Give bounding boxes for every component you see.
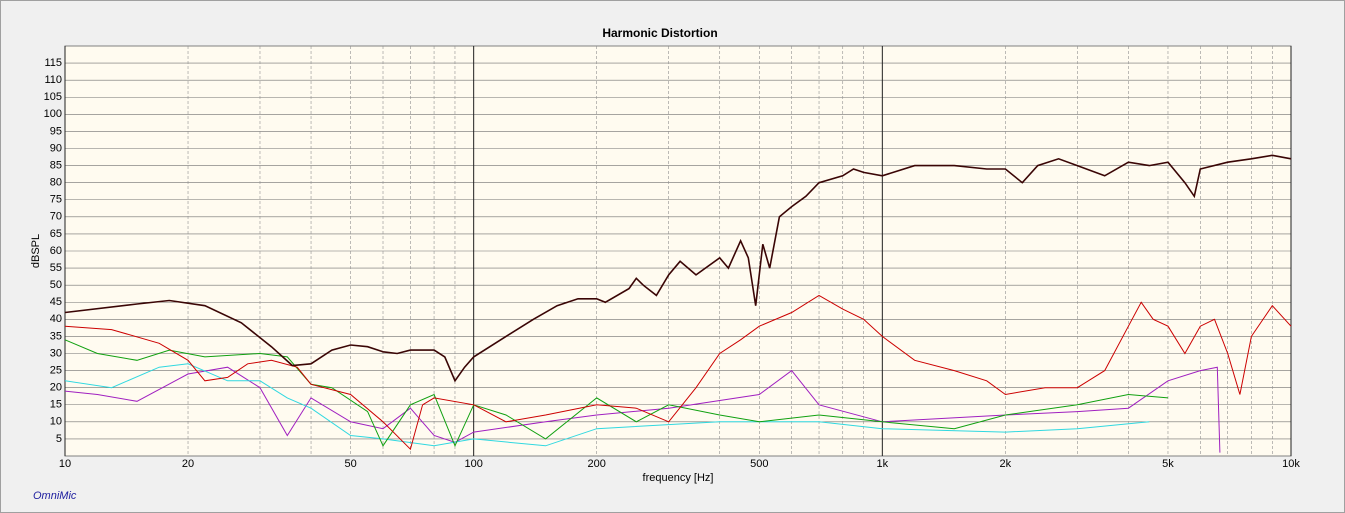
y-tick-label: 45 (50, 296, 62, 308)
y-tick-label: 105 (44, 91, 62, 103)
y-tick-label: 60 (50, 245, 62, 257)
grid (64, 46, 1292, 456)
x-tick-label: 5k (1162, 458, 1174, 470)
y-tick-label: 115 (44, 57, 62, 69)
y-tick-label: 110 (44, 74, 62, 86)
lines (64, 154, 1292, 453)
x-axis-label: frequency [Hz] (643, 472, 714, 484)
y-tick-label: 95 (50, 125, 62, 137)
y-tick-label: 70 (50, 211, 62, 223)
x-tick-label: 100 (464, 458, 482, 470)
y-tick-label: 85 (50, 159, 62, 171)
y-tick-label: 50 (50, 279, 62, 291)
x-tick-label: 50 (345, 458, 357, 470)
series-line (64, 363, 1150, 447)
y-tick-label: 30 (50, 347, 62, 359)
y-tick-label: 35 (50, 330, 62, 342)
x-tick-label: 10k (1282, 458, 1300, 470)
y-axis-label: dBSPL (30, 234, 42, 268)
x-tick-label: 2k (1000, 458, 1012, 470)
x-tick-label: 500 (750, 458, 768, 470)
y-tick-label: 80 (50, 177, 62, 189)
y-tick-label: 25 (50, 364, 62, 376)
y-tick-label: 40 (50, 313, 62, 325)
y-tick-label: 65 (50, 228, 62, 240)
y-tick-label: 75 (50, 194, 62, 206)
x-tick-label: 1k (877, 458, 889, 470)
x-tick-label: 10 (59, 458, 71, 470)
y-tick-label: 90 (50, 142, 62, 154)
y-tick-label: 15 (50, 399, 62, 411)
y-tick-label: 55 (50, 262, 62, 274)
y-tick-label: 5 (56, 433, 62, 445)
y-tick-label: 100 (44, 108, 62, 120)
x-tick-label: 20 (182, 458, 194, 470)
y-tick-label: 10 (50, 416, 62, 428)
footer: OmniMic (33, 490, 77, 502)
chart-title: Harmonic Distortion (602, 26, 717, 40)
series-line (64, 366, 1221, 453)
series-line (64, 294, 1292, 451)
series-line (64, 154, 1292, 383)
x-tick-label: 200 (588, 458, 606, 470)
y-tick-label: 20 (50, 382, 62, 394)
